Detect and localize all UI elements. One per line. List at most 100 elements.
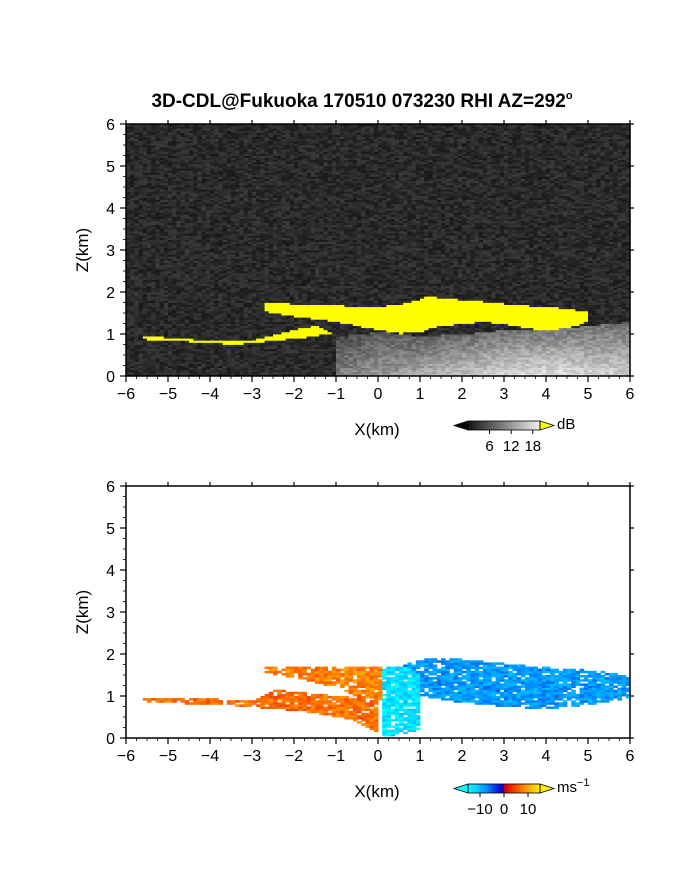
y-tick-label: 5 <box>106 521 115 538</box>
y-tick-label: 6 <box>106 479 115 496</box>
colorbar-segment <box>512 784 515 793</box>
figure-title-degree: o <box>566 90 573 102</box>
x-tick-label: 2 <box>458 748 467 765</box>
x-tick-label: 3 <box>500 748 509 765</box>
x-tick-label: 3 <box>500 386 509 403</box>
y-tick-label: 5 <box>106 159 115 176</box>
x-tick-label: 4 <box>542 386 551 403</box>
colorbar-segment <box>510 421 513 430</box>
colorbar-high-arrow <box>539 420 556 431</box>
x-tick-label: 4 <box>542 748 551 765</box>
colorbar-tick-label: 18 <box>524 438 541 455</box>
x-tick-label: 0 <box>374 386 383 403</box>
colorbar-segment <box>500 784 503 793</box>
colorbar-segment <box>538 784 541 793</box>
figure-title-text: 3D-CDL@Fukuoka 170510 073230 RHI AZ=292 <box>151 91 565 112</box>
y-tick-label: 6 <box>106 117 115 134</box>
colorbar-unit-exponent: −1 <box>577 777 590 789</box>
colorbar-segment <box>490 421 493 430</box>
colorbar-segment <box>498 784 501 793</box>
colorbar-segment <box>470 784 473 793</box>
colorbar-segment <box>532 421 535 430</box>
x-tick-label: −1 <box>327 386 345 403</box>
colorbar-segment <box>474 784 477 793</box>
y-tick-label: 2 <box>106 285 115 302</box>
y-tick-label: 4 <box>106 563 115 580</box>
y-axis-label: Z(km) <box>73 590 92 634</box>
colorbar-tick-label: 6 <box>485 438 493 455</box>
backscatter-image <box>126 124 631 377</box>
colorbar-segment <box>518 784 521 793</box>
colorbar-segment <box>472 784 475 793</box>
x-tick-label: −4 <box>201 386 219 403</box>
colorbar-segment <box>480 784 483 793</box>
colorbar-tick-label: −10 <box>467 801 492 818</box>
colorbar-frame <box>467 420 541 431</box>
colorbar-segment <box>478 421 481 430</box>
colorbar-segment <box>490 784 493 793</box>
colorbar-segment <box>510 784 513 793</box>
colorbar-segment <box>520 421 523 430</box>
x-tick-label: −2 <box>285 748 303 765</box>
velocity-panel: −6 −5 −4 −3 −2 −1 0 1 2 3 4 5 6 0 1 2 3 4 5 6 X(km) Z(km) <box>73 479 635 801</box>
colorbar-segment <box>498 421 501 430</box>
colorbar-segment <box>480 421 483 430</box>
colorbar-segment <box>500 421 503 430</box>
x-tick-label: −5 <box>159 386 177 403</box>
colorbar-segment <box>516 784 519 793</box>
x-tick-label: −6 <box>117 386 135 403</box>
colorbar-segment <box>526 421 529 430</box>
colorbar-segment <box>516 421 519 430</box>
x-tick-label: −3 <box>243 748 261 765</box>
colorbar-segment <box>528 784 531 793</box>
colorbar-segment <box>468 784 471 793</box>
colorbar-segment <box>472 421 475 430</box>
colorbar-segment <box>476 784 479 793</box>
colorbar-segment <box>530 784 533 793</box>
colorbar-segment <box>506 421 509 430</box>
x-tick-label: −2 <box>285 386 303 403</box>
colorbar-segment <box>528 421 531 430</box>
colorbar-unit-label: ms−1 <box>557 777 590 796</box>
colorbar-segment <box>482 421 485 430</box>
colorbar-segment <box>532 784 535 793</box>
y-tick-label: 2 <box>106 647 115 664</box>
colorbar-segment <box>506 784 509 793</box>
colorbar-segment <box>514 421 517 430</box>
colorbar-unit-label: dB <box>557 416 575 433</box>
colorbar-segment <box>484 421 487 430</box>
colorbar-segment <box>494 784 497 793</box>
colorbar-low-arrow <box>452 420 469 431</box>
y-tick-label: 4 <box>106 201 115 218</box>
colorbar-segment <box>512 421 515 430</box>
colorbar-segment <box>520 784 523 793</box>
colorbar-segment <box>508 784 511 793</box>
x-tick-label: −1 <box>327 748 345 765</box>
x-tick-label: 1 <box>416 386 425 403</box>
colorbar-segment <box>534 421 537 430</box>
colorbar-segment <box>484 784 487 793</box>
colorbar-segment <box>508 421 511 430</box>
colorbar-low-arrow <box>452 783 469 794</box>
figure-title: 3D-CDL@Fukuoka 170510 073230 RHI AZ=292o <box>151 90 572 112</box>
colorbar-segment <box>476 421 479 430</box>
y-axis-label: Z(km) <box>73 228 92 272</box>
backscatter-panel: −6 −5 −4 −3 −2 −1 0 1 2 3 4 5 6 0 1 2 3 4 5 6 X(km) Z(km) <box>73 117 635 439</box>
colorbar-segment <box>526 784 529 793</box>
colorbar-segment <box>502 421 505 430</box>
colorbar-segment <box>504 784 507 793</box>
colorbar-segment <box>470 421 473 430</box>
colorbar-segment <box>504 421 507 430</box>
x-tick-label: 5 <box>584 386 593 403</box>
colorbar-segment <box>492 784 495 793</box>
colorbar-segment <box>496 784 499 793</box>
colorbar-segment <box>514 784 517 793</box>
colorbar-segment <box>478 784 481 793</box>
colorbar-tick-label: 12 <box>503 438 520 455</box>
colorbar-segment <box>486 784 489 793</box>
colorbar-segment <box>518 421 521 430</box>
colorbar-segment <box>536 421 539 430</box>
colorbar-segment <box>538 421 541 430</box>
x-tick-label: 6 <box>626 386 635 403</box>
y-tick-label: 3 <box>106 243 115 260</box>
